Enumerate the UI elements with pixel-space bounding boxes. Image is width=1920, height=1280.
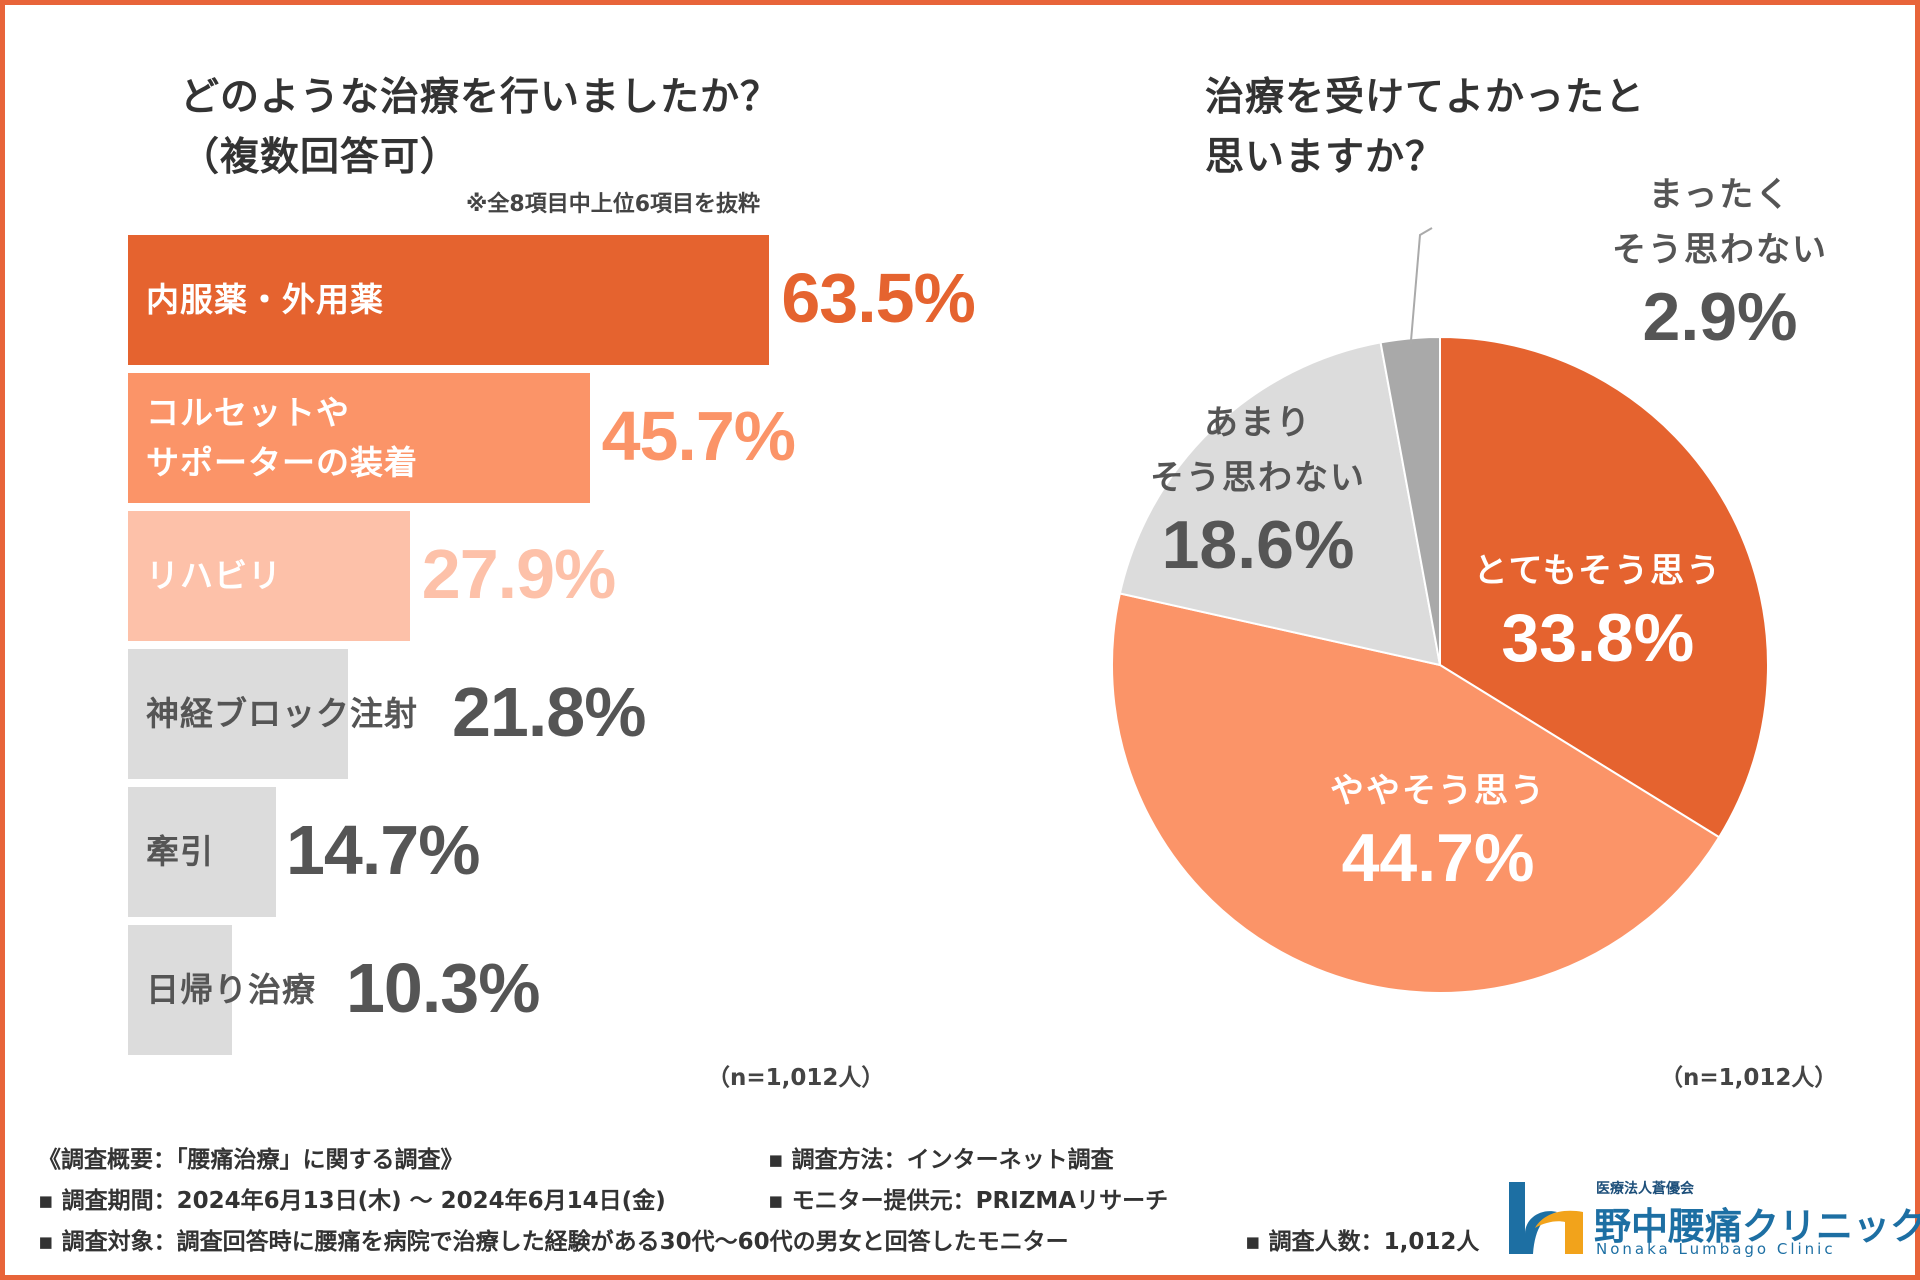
pie-slice-0	[1439, 335, 1769, 839]
footer-period: ▪ 調査期間：2024年6月13日(木) ～ 2024年6月14日(金)	[38, 1188, 666, 1214]
bar-chart-title-line2: （複数回答可）	[180, 135, 461, 180]
footer-count: ▪ 調査人数：1,012人	[1245, 1229, 1480, 1255]
pie-label-2: あまりそう思わない 18.6%	[1150, 396, 1366, 584]
pie-label-value: 18.6%	[1161, 507, 1355, 583]
bar-label-line: リハビリ	[146, 556, 282, 595]
pie-label-3: まったくそう思わない 2.9%	[1612, 168, 1828, 356]
bar-1: コルセットやサポーターの装着	[128, 373, 590, 503]
bar-value-1: 45.7%	[601, 397, 796, 475]
clinic-logo-icon	[1509, 1182, 1583, 1254]
bar-label-3: 神経ブロック注射	[146, 649, 418, 779]
footer-method: ▪ 調査方法：インターネット調査	[768, 1147, 1114, 1173]
bar-2: リハビリ	[128, 511, 410, 641]
pie-label-text: そう思わない	[1150, 458, 1366, 498]
pie-label-text: そう思わない	[1612, 230, 1828, 270]
pie-chart-title: 治療を受けてよかったと 思いますか？	[1205, 68, 1645, 188]
bar-label-line: サポーターの装着	[146, 443, 418, 482]
bar-chart-title: どのような治療を行いましたか？ （複数回答可）	[180, 68, 780, 188]
bar-chart-note: ※全8項目中上位6項目を抜粋	[466, 192, 761, 217]
pie-slice-2	[1118, 341, 1442, 667]
pie-leader-line	[1409, 227, 1433, 345]
bar-value-4: 14.7%	[286, 811, 480, 889]
bar-chart-title-line1: どのような治療を行いましたか？	[180, 75, 781, 120]
pie-chart-title-line1: 治療を受けてよかったと	[1205, 75, 1646, 120]
bar-label-line: コルセットや	[146, 393, 350, 432]
pie-chart-title-line2: 思いますか？	[1205, 135, 1446, 180]
pie-label-value: 33.8%	[1501, 599, 1695, 676]
bar-value-3: 21.8%	[452, 673, 646, 751]
pie-slice-3	[1379, 335, 1441, 666]
bar-label-line: 日帰り治療	[146, 970, 316, 1009]
bar-3: 神経ブロック注射	[128, 649, 417, 779]
bar-value-5: 10.3%	[346, 949, 540, 1027]
pie-chart-sample-size: （n=1,012人）	[1660, 1065, 1838, 1091]
bar-chart-sample-size: （n=1,012人）	[707, 1065, 885, 1091]
bar-label-line: 牽引	[146, 832, 214, 871]
pie-label-text: ややそう思う	[1330, 770, 1546, 811]
logo-name: 野中腰痛クリニック	[1594, 1205, 1920, 1248]
footer-provider: ▪ モニター提供元：PRIZMAリサーチ	[768, 1188, 1169, 1214]
bar-label-line: 神経ブロック注射	[146, 694, 418, 733]
bar-label-0: 内服薬・外用薬	[146, 235, 384, 365]
bar-value-0: 63.5%	[781, 259, 975, 337]
pie-label-text: あまり	[1204, 403, 1312, 443]
bar-4: 牽引	[128, 787, 277, 917]
bar-5: 日帰り治療	[128, 925, 315, 1055]
pie-label-text: まったく	[1648, 175, 1792, 215]
footer-overview: 《調査概要：「腰痛治療」に関する調査》	[38, 1147, 464, 1173]
bar-0: 内服薬・外用薬	[128, 235, 770, 365]
pie-label-0: とてもそう思う 33.8%	[1474, 544, 1723, 677]
pie-label-text: とてもそう思う	[1473, 550, 1723, 591]
pie-label-value: 2.9%	[1642, 279, 1798, 355]
footer-target: ▪ 調査対象：調査回答時に腰痛を病院で治療した経験がある30代～60代の男女と回…	[38, 1229, 1069, 1255]
pie-label-1: ややそう思う 44.7%	[1330, 764, 1546, 897]
bar-value-2: 27.9%	[421, 535, 616, 613]
bar-label-line: 内服薬・外用薬	[146, 280, 384, 319]
logo-name-en: Nonaka Lumbago Clinic	[1596, 1240, 1836, 1258]
bar-label-4: 牽引	[146, 787, 214, 917]
pie-slice-1	[1111, 592, 1721, 994]
pie-label-value: 44.7%	[1341, 819, 1535, 896]
logo-corp: 医療法人蒼優会	[1596, 1181, 1694, 1197]
bar-label-1: コルセットやサポーターの装着	[146, 373, 418, 503]
bar-label-5: 日帰り治療	[146, 925, 316, 1055]
bar-label-2: リハビリ	[146, 511, 282, 641]
